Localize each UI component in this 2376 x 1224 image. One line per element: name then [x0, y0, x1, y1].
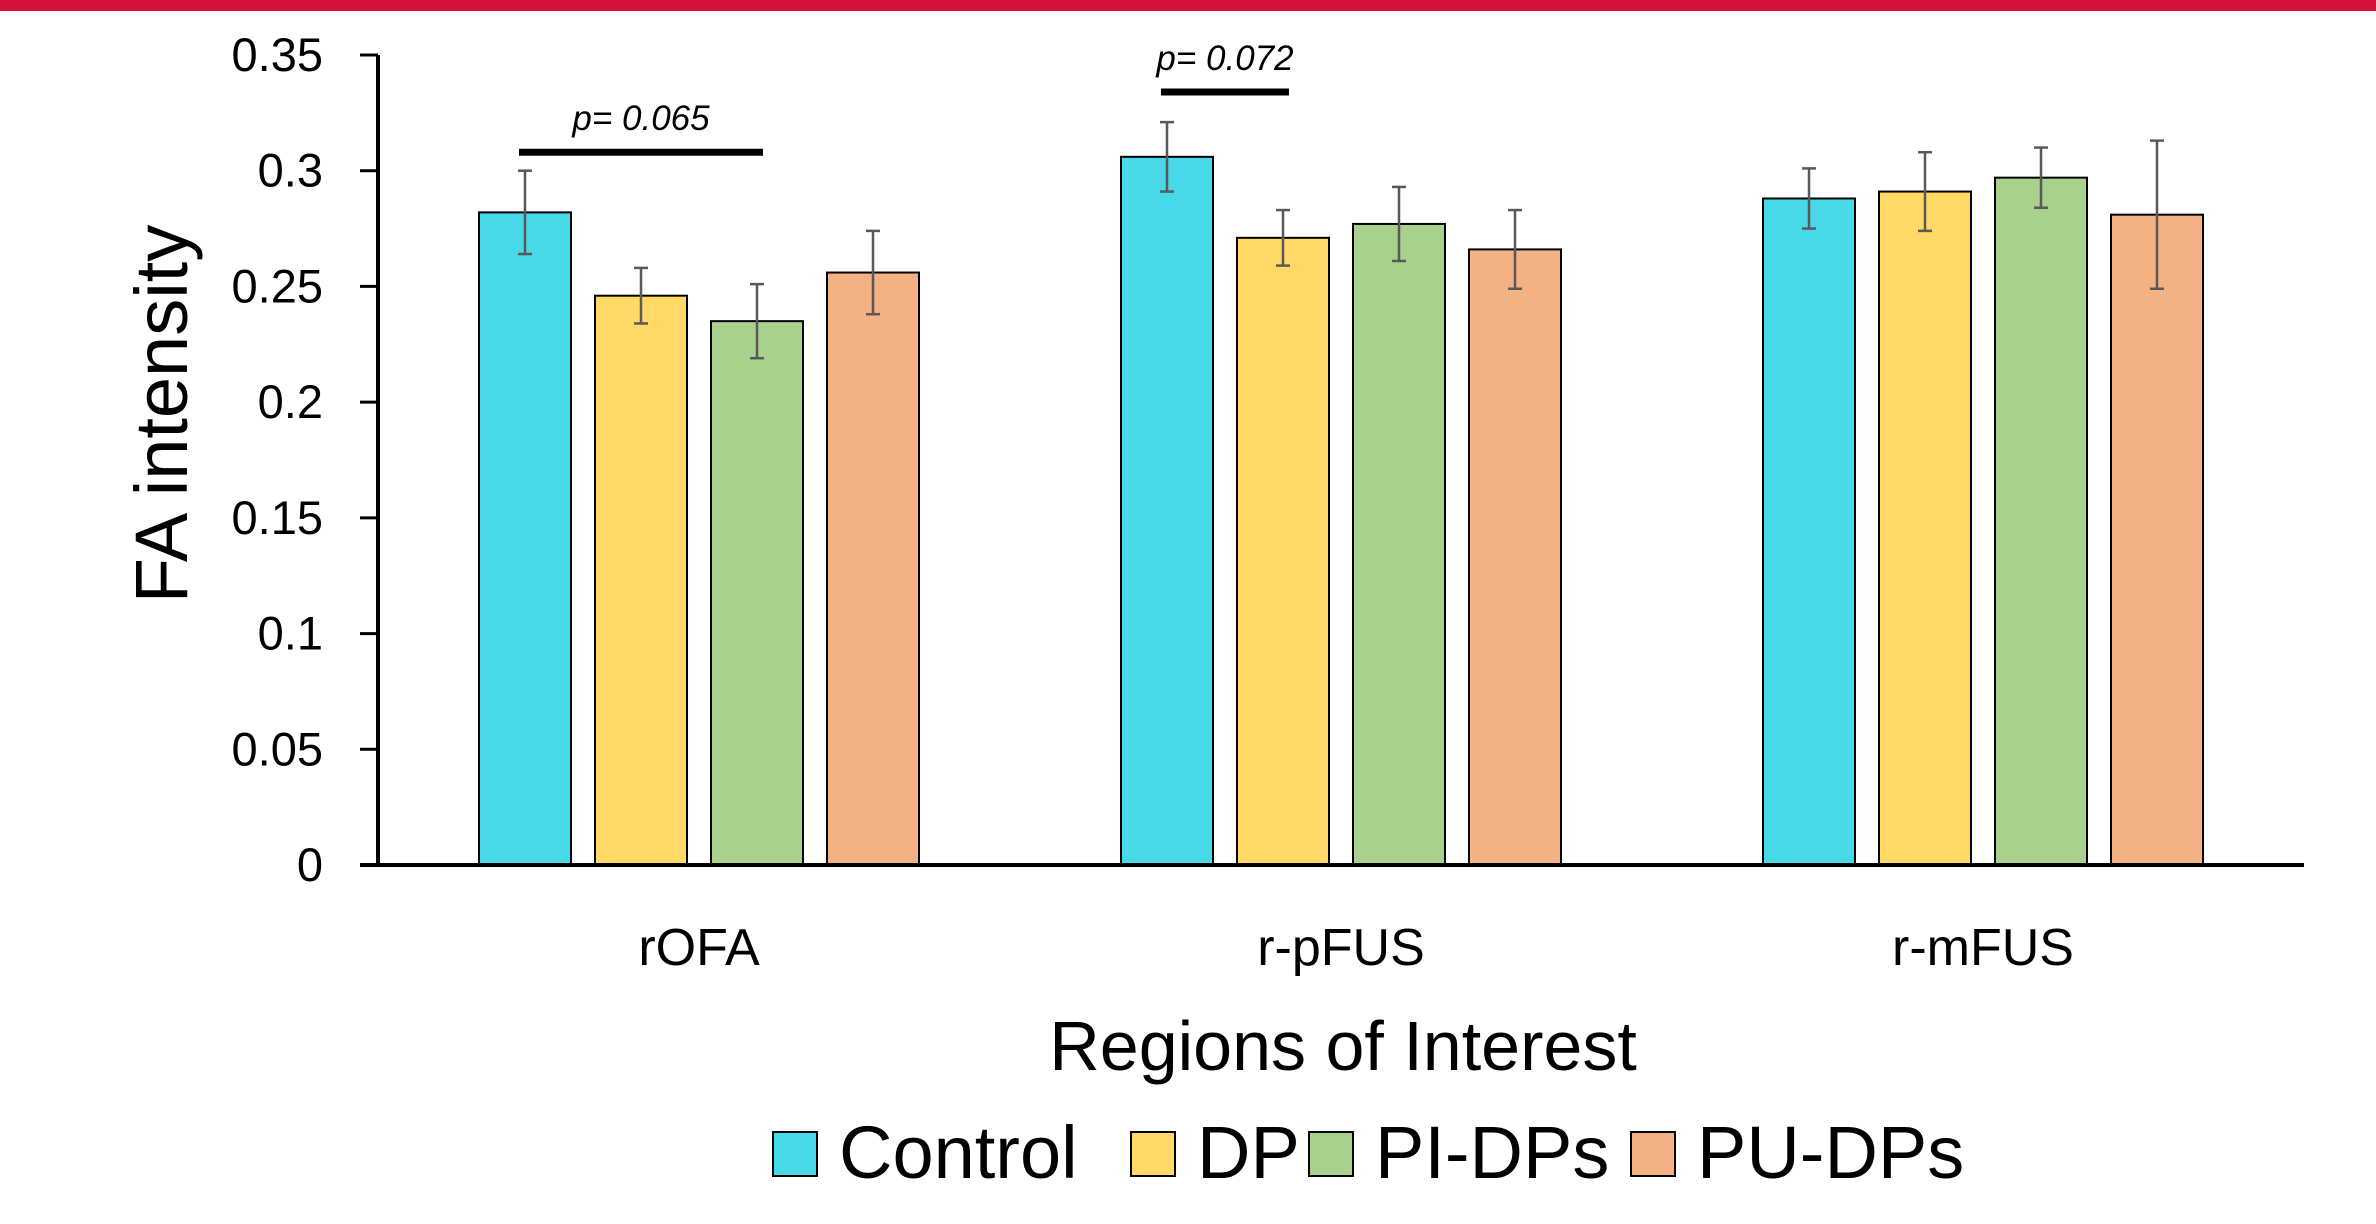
x-axis-label: Regions of Interest: [1049, 1007, 1637, 1085]
bar: [478, 211, 572, 867]
bar: [1762, 197, 1856, 866]
x-tick-label: r-mFUS: [1892, 919, 2074, 977]
y-axis: 0 0.05 0.1 0.15 0.2 0.25 0.3 0.35: [232, 28, 380, 891]
legend: Control DP PI-DPs PU-DPs: [772, 1111, 1964, 1194]
legend-label: PI-DPs: [1375, 1111, 1609, 1194]
x-tick-label: rOFA: [638, 919, 760, 977]
p-value-label: p= 0.065: [571, 99, 710, 138]
y-tick-label: 0.05: [232, 722, 323, 775]
y-axis-label: FA intensity: [120, 225, 203, 603]
x-tick-label: r-pFUS: [1257, 919, 1425, 977]
bar: [1994, 176, 2088, 866]
bar: [2110, 213, 2204, 866]
y-tick-label: 0.1: [258, 607, 323, 660]
bar: [594, 294, 688, 866]
legend-swatch: [1308, 1131, 1354, 1177]
bar: [1120, 155, 1214, 867]
x-axis: rOFA r-pFUS r-mFUS: [360, 863, 2304, 977]
top-accent-bar: [0, 0, 2376, 11]
bar: [710, 320, 804, 866]
significance-annotations: p= 0.065 p= 0.072: [519, 39, 1294, 156]
p-value-label: p= 0.072: [1155, 39, 1293, 78]
y-tick-label: 0: [297, 838, 323, 891]
bar: [826, 271, 920, 866]
bar: [1878, 190, 1972, 867]
legend-swatch: [1130, 1131, 1176, 1177]
y-tick-label: 0.25: [232, 259, 323, 312]
legend-label: PU-DPs: [1697, 1111, 1964, 1194]
bar-series: [478, 120, 2204, 867]
legend-label: Control: [839, 1111, 1078, 1194]
y-tick-label: 0.2: [258, 375, 323, 428]
legend-swatch: [772, 1131, 818, 1177]
bar: [1468, 248, 1562, 866]
y-tick-label: 0.35: [232, 28, 323, 81]
legend-label: DP: [1197, 1111, 1300, 1194]
legend-swatch: [1630, 1131, 1676, 1177]
y-tick-label: 0.3: [258, 144, 323, 197]
bar: [1236, 236, 1330, 867]
y-tick-label: 0.15: [232, 491, 323, 544]
bar: [1352, 222, 1446, 866]
